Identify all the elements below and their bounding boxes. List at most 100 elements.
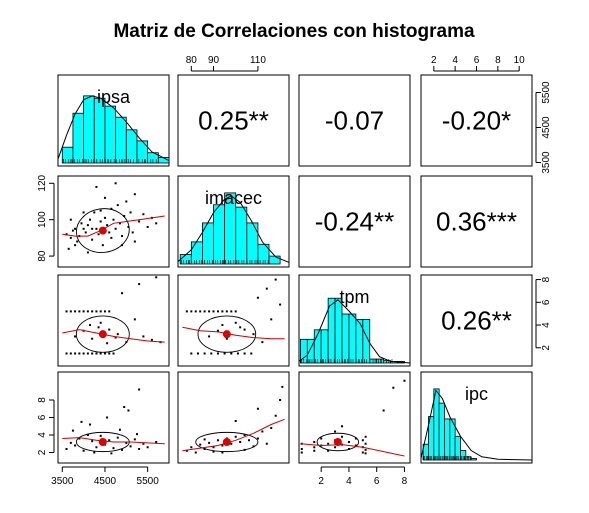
scatter-point [313,441,316,443]
tick-label: 110 [250,55,266,66]
scatter-point [103,196,106,199]
scatter-point [341,425,344,428]
tick-label: 4500 [541,116,552,139]
scatter-point [225,337,228,340]
scatter-point [78,437,81,440]
histogram-bar [104,105,117,164]
scatter-point [82,310,85,313]
histogram-bar [235,206,248,265]
scatter-point [155,222,158,225]
histogram-bar [341,313,350,364]
panel-frame [420,175,533,268]
scatter-point [274,414,277,417]
scatter-point [86,224,89,227]
scatter-point [93,451,96,454]
tick-label: 2 [37,449,48,455]
scatter-point [74,227,77,230]
scatter-point [89,324,92,327]
scatter-point [354,444,357,447]
scatter-point [74,444,77,447]
scatter-point [185,310,188,313]
scatter-point [82,352,85,355]
scatter-point [116,436,119,439]
scatter-point [225,310,228,313]
variable-label-ipsa: ipsa [97,87,131,107]
panel-frame [298,371,411,464]
tick-label: 2 [431,55,437,66]
scatter-point [69,236,72,239]
panel-imacec-ipc: 0.36*** [420,175,533,268]
scatter-point [69,352,72,355]
scatter-point [114,182,117,185]
scatter-point [243,352,246,355]
scatter-point [80,222,83,225]
scatter-point [265,287,268,290]
panel-ipsa-ipsa: ipsa [57,74,170,167]
density-curve [298,299,411,364]
panel-frame [177,175,290,268]
scatter-point [334,430,337,433]
scatter-point [91,440,94,443]
panel-frame [57,175,170,268]
tick-label: 6 [474,55,480,66]
scatter-point [327,449,330,452]
tick-label: 4 [541,322,552,328]
scatter-point [313,449,316,452]
mean-point [333,438,342,446]
scatter-point [99,321,102,324]
scatter-point [243,328,246,331]
scatter-point [190,446,193,449]
mean-point [222,438,231,446]
correlation-ipsa-imacec: 0.25** [198,106,269,136]
panel-tpm-ipsa [57,274,170,367]
tick-label: 8 [402,476,408,487]
scatter-point [97,233,100,236]
scatter-point [364,442,367,445]
scatter-point [129,445,132,448]
scatter-point [84,231,87,234]
scatter-point [256,437,259,440]
scatter-point [223,352,226,355]
scatter-point [142,213,145,216]
tick-label: 6 [37,414,48,420]
scatter-point [114,336,117,339]
scatter-point [127,225,130,228]
tick-label: 5500 [137,476,160,487]
loess-line [182,418,285,452]
density-curve [57,95,170,162]
scatter-point [118,428,121,431]
variable-label-ipc: ipc [465,384,488,404]
histogram-bar [257,243,270,265]
scatter-point [99,352,102,355]
histogram-bar [320,329,329,364]
density-curve [177,195,290,263]
scatter-point [243,434,246,436]
scatter-point [133,193,136,196]
scatter-point [212,310,215,313]
tick-label: 100 [37,211,48,228]
scatter-point [133,438,136,441]
tick-label: 4 [37,432,48,438]
scatter-point [121,235,124,238]
correlation-ellipse [75,315,130,353]
mean-point [222,330,231,339]
axis-right-tpm: 2 4 6 8 [535,276,552,351]
scatter-point [341,435,344,438]
scatter-point [74,352,77,355]
scatter-point [230,352,233,355]
scatter-point [261,341,264,344]
scatter-point [248,439,251,442]
axis-top-imacec: 80 90 110 [186,55,266,72]
scatter-point [80,420,83,423]
scatter-point [221,324,224,327]
scatter-point [116,204,119,207]
scatter-point [320,437,323,440]
scatter-point [106,224,109,227]
correlation-ipsa-ipc: -0.20* [442,106,511,136]
histogram-bar [93,97,106,164]
scatter-point [212,446,215,449]
scatter-point [146,225,149,228]
scatter-point [392,386,395,389]
scatter-point [125,441,128,444]
